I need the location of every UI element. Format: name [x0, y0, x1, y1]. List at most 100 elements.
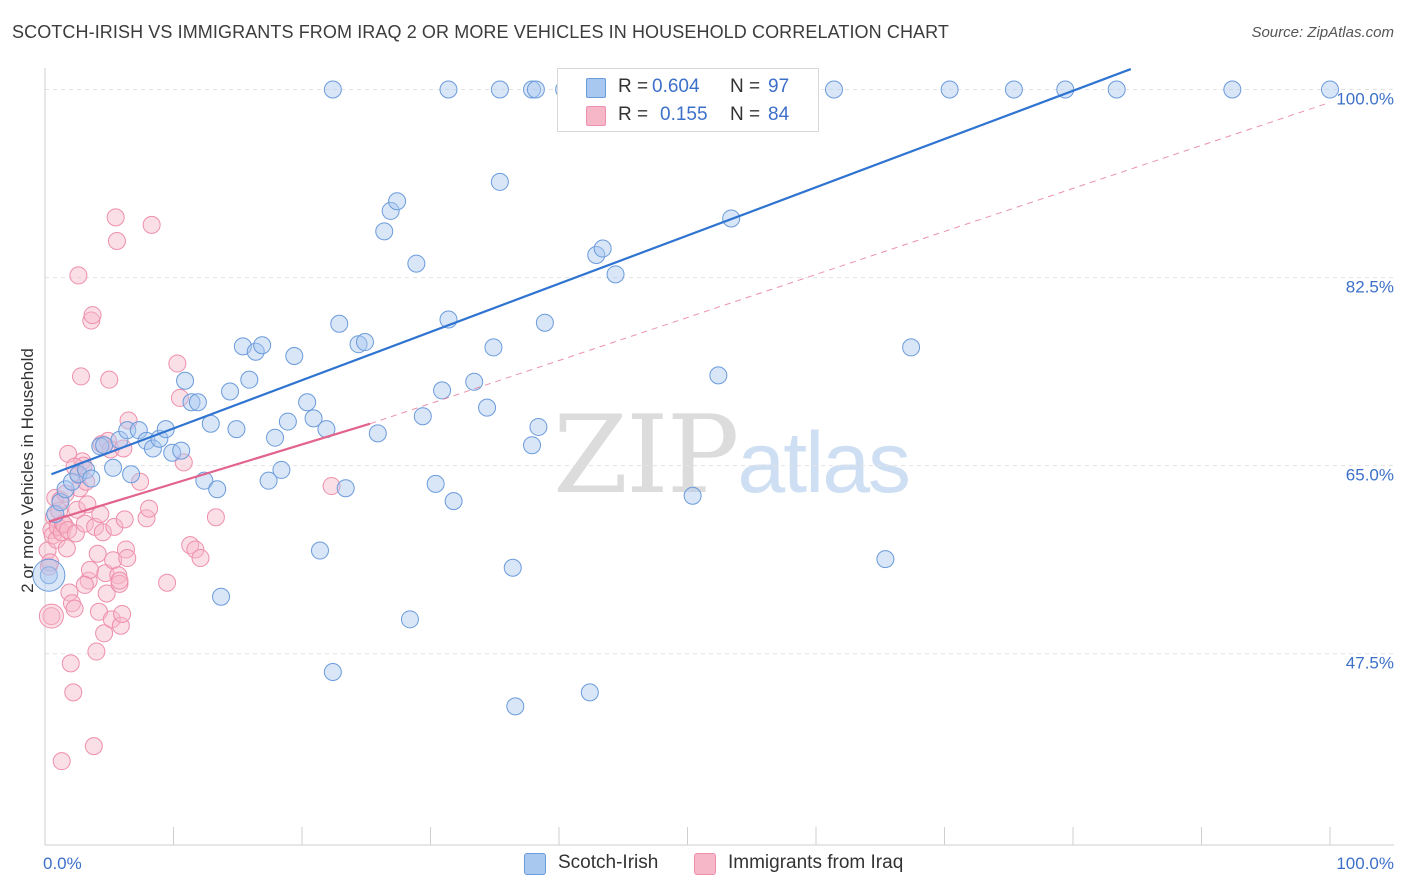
data-point-iraq	[186, 540, 205, 559]
data-point-iraq	[69, 266, 88, 285]
data-point-scotch-irish	[433, 381, 452, 400]
data-point-iraq	[140, 499, 159, 518]
data-point-scotch-irish	[323, 662, 342, 681]
r-label: R =	[618, 104, 649, 125]
data-point-scotch-irish	[208, 480, 227, 499]
data-point-scotch-irish	[490, 80, 509, 99]
data-point-iraq	[174, 453, 193, 472]
data-point-scotch-irish	[381, 201, 400, 220]
data-point-scotch-irish	[523, 80, 542, 99]
n-label: N =	[730, 104, 761, 125]
data-point-iraq	[170, 388, 189, 407]
data-point-scotch-irish	[163, 443, 182, 462]
legend-label: Scotch-Irish	[558, 852, 659, 873]
watermark-atlas: atlas	[737, 415, 911, 511]
data-point-scotch-irish	[246, 342, 265, 361]
data-point-scotch-irish	[593, 239, 612, 258]
y-tick-label: 100.0%	[1336, 89, 1394, 108]
data-point-iraq	[87, 642, 106, 661]
data-point-iraq	[75, 514, 94, 533]
blue-series	[32, 80, 1339, 716]
data-point-scotch-irish	[824, 80, 843, 99]
pink-series	[38, 208, 341, 771]
data-point-iraq	[168, 354, 187, 373]
data-point-scotch-irish	[143, 439, 162, 458]
data-point-iraq	[60, 583, 79, 602]
data-point-iraq	[71, 367, 90, 386]
trend-lines	[48, 68, 1331, 523]
data-point-scotch-irish	[298, 393, 317, 412]
data-point-scotch-irish	[439, 80, 458, 99]
data-point-iraq	[84, 737, 103, 756]
data-point-iraq	[88, 544, 107, 563]
data-point-scotch-irish	[323, 80, 342, 99]
data-point-scotch-irish	[1321, 80, 1339, 99]
data-point-scotch-irish	[407, 254, 426, 273]
data-point-iraq	[158, 573, 177, 592]
data-point-scotch-irish	[526, 80, 545, 99]
data-point-iraq	[95, 624, 114, 643]
data-point-scotch-irish	[212, 587, 231, 606]
data-point-scotch-irish	[709, 366, 728, 385]
source-label: Source: ZipAtlas.com	[1251, 24, 1394, 41]
x-tick-label: 0.0%	[43, 854, 82, 873]
data-point-scotch-irish	[535, 313, 554, 332]
data-point-iraq	[107, 232, 126, 251]
r-value: 0.155	[660, 104, 708, 125]
data-point-scotch-irish	[188, 393, 207, 412]
data-point-scotch-irish	[940, 80, 959, 99]
data-point-iraq	[113, 604, 132, 623]
data-point-scotch-irish	[368, 424, 387, 443]
data-point-scotch-irish	[176, 371, 195, 390]
n-label: N =	[730, 76, 761, 97]
data-point-scotch-irish	[355, 333, 374, 352]
data-point-scotch-irish	[253, 336, 272, 355]
data-point-iraq	[42, 607, 61, 626]
data-point-iraq	[70, 479, 89, 498]
data-point-iraq	[61, 654, 80, 673]
data-point-scotch-irish	[587, 245, 606, 264]
trend-line-scotch-irish	[51, 68, 1132, 476]
data-point-scotch-irish	[304, 409, 323, 428]
watermark: ZIPatlas	[553, 392, 911, 518]
data-point-scotch-irish	[266, 428, 285, 447]
data-point-scotch-irish	[876, 550, 895, 569]
y-axis-title: 2 or more Vehicles in Household	[18, 348, 37, 593]
data-point-scotch-irish	[330, 314, 349, 333]
r-value: 0.604	[652, 76, 700, 97]
data-point-iraq	[56, 484, 75, 503]
data-point-scotch-irish	[529, 417, 548, 436]
n-value: 97	[768, 76, 790, 97]
data-point-scotch-irish	[400, 610, 419, 629]
data-point-iraq	[191, 549, 210, 568]
chart-title: SCOTCH-IRISH VS IMMIGRANTS FROM IRAQ 2 O…	[12, 22, 950, 42]
data-point-scotch-irish	[182, 393, 201, 412]
data-point-iraq	[131, 472, 150, 491]
data-point-iraq	[322, 477, 341, 496]
blue-swatch	[524, 853, 546, 875]
data-point-scotch-irish	[240, 370, 259, 389]
data-point-scotch-irish	[56, 480, 75, 499]
data-point-iraq	[100, 370, 119, 389]
n-value: 84	[768, 104, 790, 125]
data-point-scotch-irish	[1107, 80, 1126, 99]
data-point-scotch-irish	[426, 474, 445, 493]
data-point-iraq	[110, 571, 129, 590]
data-point-scotch-irish-large	[32, 558, 66, 592]
data-point-iraq	[83, 306, 102, 325]
data-point-iraq	[206, 508, 225, 527]
data-point-scotch-irish	[122, 465, 141, 484]
data-point-iraq	[102, 610, 121, 629]
data-point-iraq	[66, 524, 85, 543]
data-point-iraq	[115, 510, 134, 529]
data-point-iraq	[114, 439, 133, 458]
data-point-scotch-irish	[285, 347, 304, 366]
data-point-scotch-irish	[272, 460, 291, 479]
data-point-scotch-irish	[580, 683, 599, 702]
pink-swatch	[694, 853, 716, 875]
pink-swatch	[586, 106, 606, 126]
watermark-zip: ZIP	[553, 393, 739, 518]
data-point-iraq	[118, 549, 137, 568]
data-point-scotch-irish	[506, 697, 525, 716]
